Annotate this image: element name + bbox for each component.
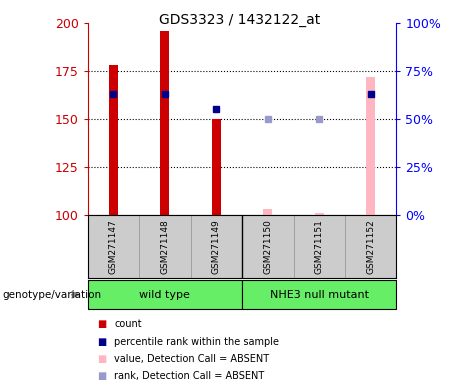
Text: ■: ■ (97, 319, 106, 329)
Bar (366, 77, 375, 215)
Text: ■: ■ (97, 371, 106, 381)
Text: GSM271149: GSM271149 (212, 219, 221, 274)
Text: wild type: wild type (139, 290, 190, 300)
Bar (109, 65, 118, 215)
Text: genotype/variation: genotype/variation (2, 290, 101, 300)
Bar (314, 213, 324, 215)
FancyBboxPatch shape (242, 280, 396, 309)
Text: GSM271152: GSM271152 (366, 219, 375, 274)
Bar (160, 31, 170, 215)
Text: ■: ■ (97, 354, 106, 364)
Text: GSM271151: GSM271151 (315, 219, 324, 274)
Bar (263, 209, 272, 215)
Text: GSM271150: GSM271150 (263, 219, 272, 274)
Text: rank, Detection Call = ABSENT: rank, Detection Call = ABSENT (114, 371, 265, 381)
Text: value, Detection Call = ABSENT: value, Detection Call = ABSENT (114, 354, 269, 364)
Text: count: count (114, 319, 142, 329)
Text: ■: ■ (97, 337, 106, 347)
Text: NHE3 null mutant: NHE3 null mutant (270, 290, 369, 300)
Text: GDS3323 / 1432122_at: GDS3323 / 1432122_at (159, 13, 320, 27)
Text: GSM271147: GSM271147 (109, 219, 118, 274)
FancyBboxPatch shape (88, 280, 242, 309)
Text: percentile rank within the sample: percentile rank within the sample (114, 337, 279, 347)
Bar (212, 119, 221, 215)
Text: GSM271148: GSM271148 (160, 219, 169, 274)
